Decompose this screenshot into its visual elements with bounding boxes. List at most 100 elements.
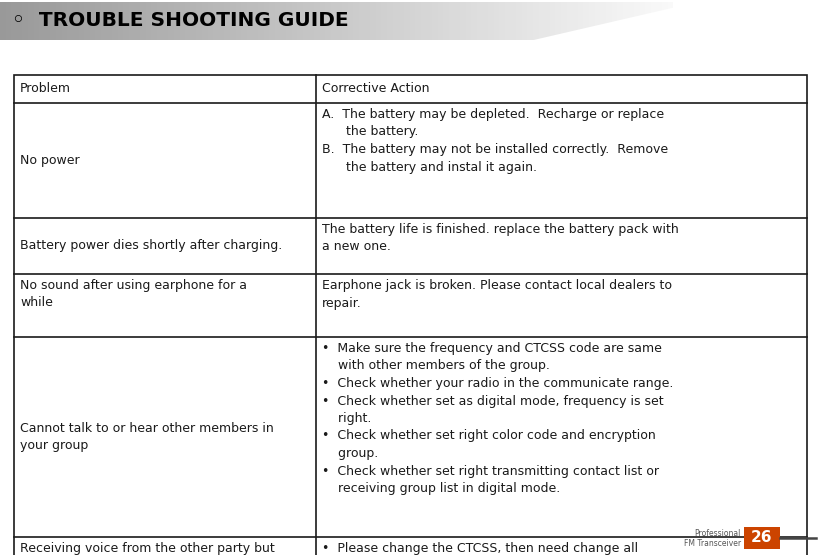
Bar [286, 2, 291, 40]
Bar [168, 2, 174, 40]
Bar [208, 2, 213, 40]
Bar [95, 2, 101, 40]
Bar [612, 2, 617, 40]
Bar [438, 2, 443, 40]
Bar [488, 2, 493, 40]
Bar [6, 2, 11, 40]
Bar [89, 2, 95, 40]
Bar [426, 2, 432, 40]
Text: Battery power dies shortly after charging.: Battery power dies shortly after chargin… [20, 240, 282, 253]
Bar [522, 2, 527, 40]
Bar [555, 2, 561, 40]
Bar [460, 2, 466, 40]
Bar [314, 2, 319, 40]
Bar [34, 2, 39, 40]
Bar [493, 2, 499, 40]
Bar [623, 2, 628, 40]
Bar [365, 2, 370, 40]
Bar [477, 2, 483, 40]
Bar [404, 2, 410, 40]
Text: A.  The battery may be depleted.  Recharge or replace
      the battery.
B.  The: A. The battery may be depleted. Recharge… [322, 108, 668, 174]
Bar [258, 2, 264, 40]
Bar [84, 2, 89, 40]
Bar [73, 2, 79, 40]
Bar [11, 2, 16, 40]
Bar [606, 2, 612, 40]
Bar [483, 2, 488, 40]
Bar [594, 2, 600, 40]
Bar [566, 2, 572, 40]
Text: No power: No power [20, 154, 80, 167]
Bar [129, 2, 135, 40]
Bar [22, 2, 28, 40]
Bar [247, 2, 252, 40]
Bar [50, 2, 56, 40]
Bar [123, 2, 129, 40]
Bar [62, 2, 67, 40]
Bar [628, 2, 634, 40]
Bar [539, 2, 544, 40]
Bar [455, 2, 460, 40]
Bar [376, 2, 382, 40]
Text: No sound after using earphone for a
while: No sound after using earphone for a whil… [20, 279, 247, 310]
Bar [107, 2, 112, 40]
Bar [662, 2, 667, 40]
Bar [505, 2, 511, 40]
Bar [236, 2, 241, 40]
Text: ◦  TROUBLE SHOOTING GUIDE: ◦ TROUBLE SHOOTING GUIDE [12, 12, 349, 31]
Text: •  Please change the CTCSS, then need change all
    radios CTCSS code in the gr: • Please change the CTCSS, then need cha… [322, 542, 638, 555]
Bar [443, 2, 449, 40]
Bar [297, 2, 303, 40]
Bar [281, 2, 286, 40]
Text: •  Make sure the frequency and CTCSS code are same
    with other members of the: • Make sure the frequency and CTCSS code… [322, 342, 673, 495]
Bar [667, 2, 673, 40]
Bar [527, 2, 533, 40]
Bar [382, 2, 388, 40]
Bar [140, 2, 146, 40]
Bar [544, 2, 550, 40]
Bar [744, 527, 780, 549]
Bar [319, 2, 325, 40]
Bar [151, 2, 157, 40]
Bar [449, 2, 454, 40]
Text: Earphone jack is broken. Please contact local dealers to
repair.: Earphone jack is broken. Please contact … [322, 279, 672, 310]
Bar [640, 2, 645, 40]
Bar [174, 2, 180, 40]
Bar [135, 2, 140, 40]
Bar [657, 2, 662, 40]
Bar [101, 2, 107, 40]
Bar [252, 2, 258, 40]
Bar [202, 2, 208, 40]
Bar [353, 2, 359, 40]
Bar [651, 2, 657, 40]
Bar [572, 2, 578, 40]
Bar [410, 2, 415, 40]
Bar [550, 2, 555, 40]
Bar [190, 2, 196, 40]
Bar [112, 2, 117, 40]
Bar [117, 2, 123, 40]
Bar [359, 2, 365, 40]
Bar [67, 2, 73, 40]
Bar [264, 2, 269, 40]
Bar [561, 2, 566, 40]
Text: The battery life is finished. replace the battery pack with
a new one.: The battery life is finished. replace th… [322, 223, 679, 254]
Bar [348, 2, 353, 40]
Bar [56, 2, 62, 40]
Text: FM Transceiver: FM Transceiver [684, 539, 741, 548]
Bar [180, 2, 186, 40]
Bar [370, 2, 376, 40]
Bar [39, 2, 45, 40]
Bar [645, 2, 651, 40]
Bar [218, 2, 224, 40]
Bar [16, 2, 22, 40]
Bar [28, 2, 34, 40]
Bar [186, 2, 190, 40]
Bar [269, 2, 275, 40]
Text: Corrective Action: Corrective Action [322, 83, 429, 95]
Bar [420, 2, 426, 40]
Bar [499, 2, 505, 40]
Bar [224, 2, 230, 40]
Bar [511, 2, 516, 40]
Bar [617, 2, 622, 40]
